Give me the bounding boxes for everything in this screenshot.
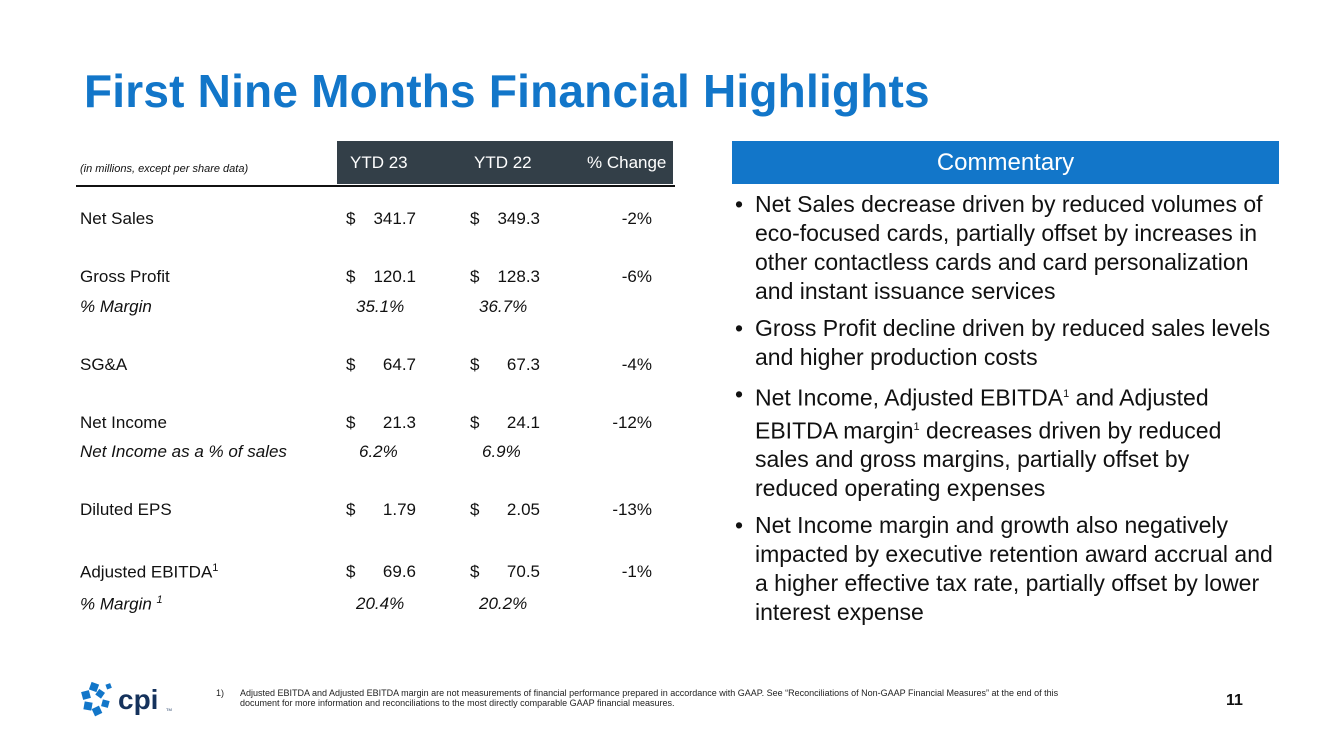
cpi-logo-mark: cpi TM xyxy=(81,681,172,717)
logo-trademark: TM xyxy=(166,707,172,712)
currency-symbol: $ xyxy=(470,562,480,581)
row-label-diluted-eps: Diluted EPS xyxy=(80,500,172,519)
net-income-pct-ytd22: 6.9% xyxy=(482,442,521,461)
commentary-bullet: Net Income margin and growth also negati… xyxy=(730,511,1275,627)
units-note: (in millions, except per share data) xyxy=(80,163,249,175)
commentary-bullet: Net Sales decrease driven by reduced vol… xyxy=(730,190,1275,306)
row-label-net-income-pct: Net Income as a % of sales xyxy=(80,442,287,461)
adjusted-ebitda-ytd23: 69.6 xyxy=(382,562,416,581)
gross-margin-ytd23: 35.1% xyxy=(356,297,405,316)
diluted-eps-ytd23: 1.79 xyxy=(382,500,416,519)
row-label-gross-margin: % Margin xyxy=(80,297,152,316)
currency-symbol: $ xyxy=(470,500,480,519)
row-label-sga: SG&A xyxy=(80,355,128,374)
footnote-marker: 1 xyxy=(212,562,219,574)
currency-symbol: $ xyxy=(470,267,480,286)
adjusted-margin-ytd23: 20.4% xyxy=(356,594,405,613)
gross-margin-ytd22: 36.7% xyxy=(479,297,528,316)
sga-ytd23: 64.7 xyxy=(382,355,416,374)
commentary-bullet: Gross Profit decline driven by reduced s… xyxy=(730,314,1275,372)
row-label-net-sales: Net Sales xyxy=(80,209,154,228)
footnote-marker: 1 xyxy=(1063,388,1070,400)
row-label-gross-profit: Gross Profit xyxy=(80,267,170,286)
row-label-adjusted-margin: % Margin 1 xyxy=(80,594,163,615)
column-header-ytd22: YTD 22 xyxy=(474,153,532,172)
net-income-pct-ytd23: 6.2% xyxy=(359,442,398,461)
diluted-eps-change: -13% xyxy=(612,500,652,519)
cpi-logo: cpi TM xyxy=(80,680,180,720)
adjusted-margin-label-text: % Margin xyxy=(80,594,152,614)
adjusted-ebitda-change: -1% xyxy=(621,562,652,581)
commentary-text: and Adjusted EBITDA margin xyxy=(755,384,1209,444)
column-header-change: % Change xyxy=(587,153,667,172)
footnote-number: 1) xyxy=(216,688,225,698)
commentary-text: decreases driven by reduced sales and gr… xyxy=(755,417,1222,502)
header-rule xyxy=(76,185,675,187)
currency-symbol: $ xyxy=(346,267,356,286)
logo-wordmark: cpi xyxy=(118,684,158,715)
net-income-ytd23: 21.3 xyxy=(382,413,416,432)
footnote-text: Adjusted EBITDA and Adjusted EBITDA marg… xyxy=(240,688,1059,708)
currency-symbol: $ xyxy=(346,355,356,374)
row-label-adjusted-ebitda: Adjusted EBITDA1 xyxy=(80,562,218,583)
net-sales-ytd22: 349.3 xyxy=(497,209,540,228)
commentary-bullet: Net Income, Adjusted EBITDA1 and Adjuste… xyxy=(730,380,1275,503)
net-income-change: -12% xyxy=(612,413,652,432)
row-label-net-income: Net Income xyxy=(80,413,167,432)
column-header-ytd23: YTD 23 xyxy=(350,153,408,172)
currency-symbol: $ xyxy=(470,413,480,432)
gross-profit-ytd22: 128.3 xyxy=(497,267,540,286)
currency-symbol: $ xyxy=(346,562,356,581)
net-sales-ytd23: 341.7 xyxy=(373,209,416,228)
footnote-marker: 1 xyxy=(156,594,163,606)
currency-symbol: $ xyxy=(346,413,356,432)
net-sales-change: -2% xyxy=(621,209,652,228)
diluted-eps-ytd22: 2.05 xyxy=(506,500,540,519)
page-title: First Nine Months Financial Highlights xyxy=(84,65,930,117)
commentary-heading: Commentary xyxy=(732,141,1279,184)
sga-ytd22: 67.3 xyxy=(506,355,540,374)
adjusted-ebitda-label-text: Adjusted EBITDA xyxy=(80,562,213,582)
commentary-list: Net Sales decrease driven by reduced vol… xyxy=(730,190,1275,635)
table-header: YTD 23 YTD 22 % Change xyxy=(337,141,673,184)
sga-change: -4% xyxy=(621,355,652,374)
currency-symbol: $ xyxy=(346,500,356,519)
gross-profit-change: -6% xyxy=(621,267,652,286)
footnote-marker: 1 xyxy=(913,420,920,433)
currency-symbol: $ xyxy=(470,209,480,228)
adjusted-ebitda-ytd22: 70.5 xyxy=(506,562,540,581)
currency-symbol: $ xyxy=(346,209,356,228)
gross-profit-ytd23: 120.1 xyxy=(373,267,416,286)
net-income-ytd22: 24.1 xyxy=(506,413,540,432)
commentary-text: Net Income, Adjusted EBITDA xyxy=(755,384,1064,411)
page-number: 11 xyxy=(1226,692,1243,709)
adjusted-margin-ytd22: 20.2% xyxy=(479,594,528,613)
currency-symbol: $ xyxy=(470,355,480,374)
